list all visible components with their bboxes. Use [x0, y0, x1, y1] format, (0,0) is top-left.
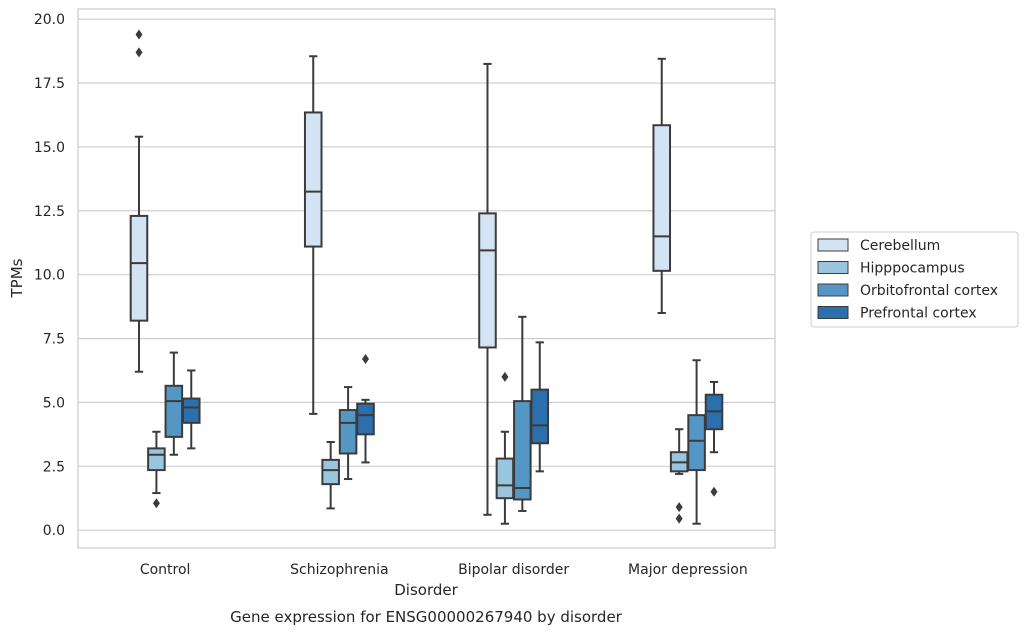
legend: Cerebellum Hipppocampus Orbitofrontal cort…	[810, 231, 1019, 328]
legend-swatch	[817, 238, 849, 252]
outlier-point	[362, 353, 370, 364]
box	[495, 457, 515, 500]
y-tick-label: 10.0	[34, 268, 65, 284]
box	[129, 214, 149, 322]
outlier-point	[152, 498, 160, 509]
outlier-point	[135, 29, 143, 40]
outlier-point	[501, 371, 509, 382]
x-tick-label: Major depression	[628, 562, 748, 578]
x-tick-label: Control	[140, 562, 191, 578]
box	[181, 397, 201, 424]
x-tick-label: Bipolar disorder	[458, 562, 569, 578]
series-orbitofrontal-cortex	[164, 315, 706, 525]
outlier-point	[675, 502, 683, 513]
box	[652, 124, 672, 272]
box-series	[129, 29, 724, 525]
box	[321, 458, 340, 486]
legend-frame	[810, 231, 1019, 328]
box	[164, 384, 184, 438]
legend-label: Prefrontal cortex	[860, 306, 977, 322]
outlier-point	[710, 486, 718, 497]
legend-label: Cerebellum	[860, 238, 940, 254]
box	[338, 409, 358, 455]
x-tick-label: Schizophrenia	[290, 562, 388, 578]
box	[356, 402, 375, 436]
x-axis-ticks: Control Schizophrenia Bipolar disorder Majo…	[140, 562, 748, 578]
y-tick-label: 5.0	[43, 395, 65, 411]
outlier-point	[135, 47, 143, 58]
y-tick-label: 7.5	[43, 332, 65, 348]
box	[513, 400, 532, 501]
legend-swatch	[817, 306, 849, 319]
chart-caption: Gene expression for ENSG00000267940 by d…	[230, 608, 623, 626]
y-tick-label: 0.0	[43, 523, 65, 539]
y-axis-label: TPMs	[8, 258, 26, 298]
series-prefrontal-cortex	[181, 341, 724, 497]
x-axis-label: Disorder	[394, 581, 458, 599]
y-tick-label: 17.5	[34, 76, 65, 92]
y-tick-label: 12.5	[34, 204, 65, 220]
box	[530, 388, 550, 445]
y-tick-label: 20.0	[34, 12, 65, 28]
box	[478, 212, 497, 349]
series-cerebellum	[129, 29, 672, 516]
legend-swatch	[817, 283, 849, 297]
y-tick-label: 2.5	[43, 459, 65, 475]
box	[687, 414, 706, 472]
legend-label: Hipppocampus	[860, 261, 965, 277]
outlier-point	[675, 513, 683, 524]
legend-label: Orbitofrontal cortex	[860, 283, 998, 299]
plot-area	[77, 8, 776, 549]
y-axis-ticks: 0.0 2.5 5.0 7.5 10.0 12.5 15.0 17.5 20.0	[34, 12, 65, 539]
y-tick-label: 15.0	[34, 140, 65, 156]
legend-swatch	[817, 261, 849, 274]
box	[147, 447, 166, 472]
box	[303, 111, 323, 248]
